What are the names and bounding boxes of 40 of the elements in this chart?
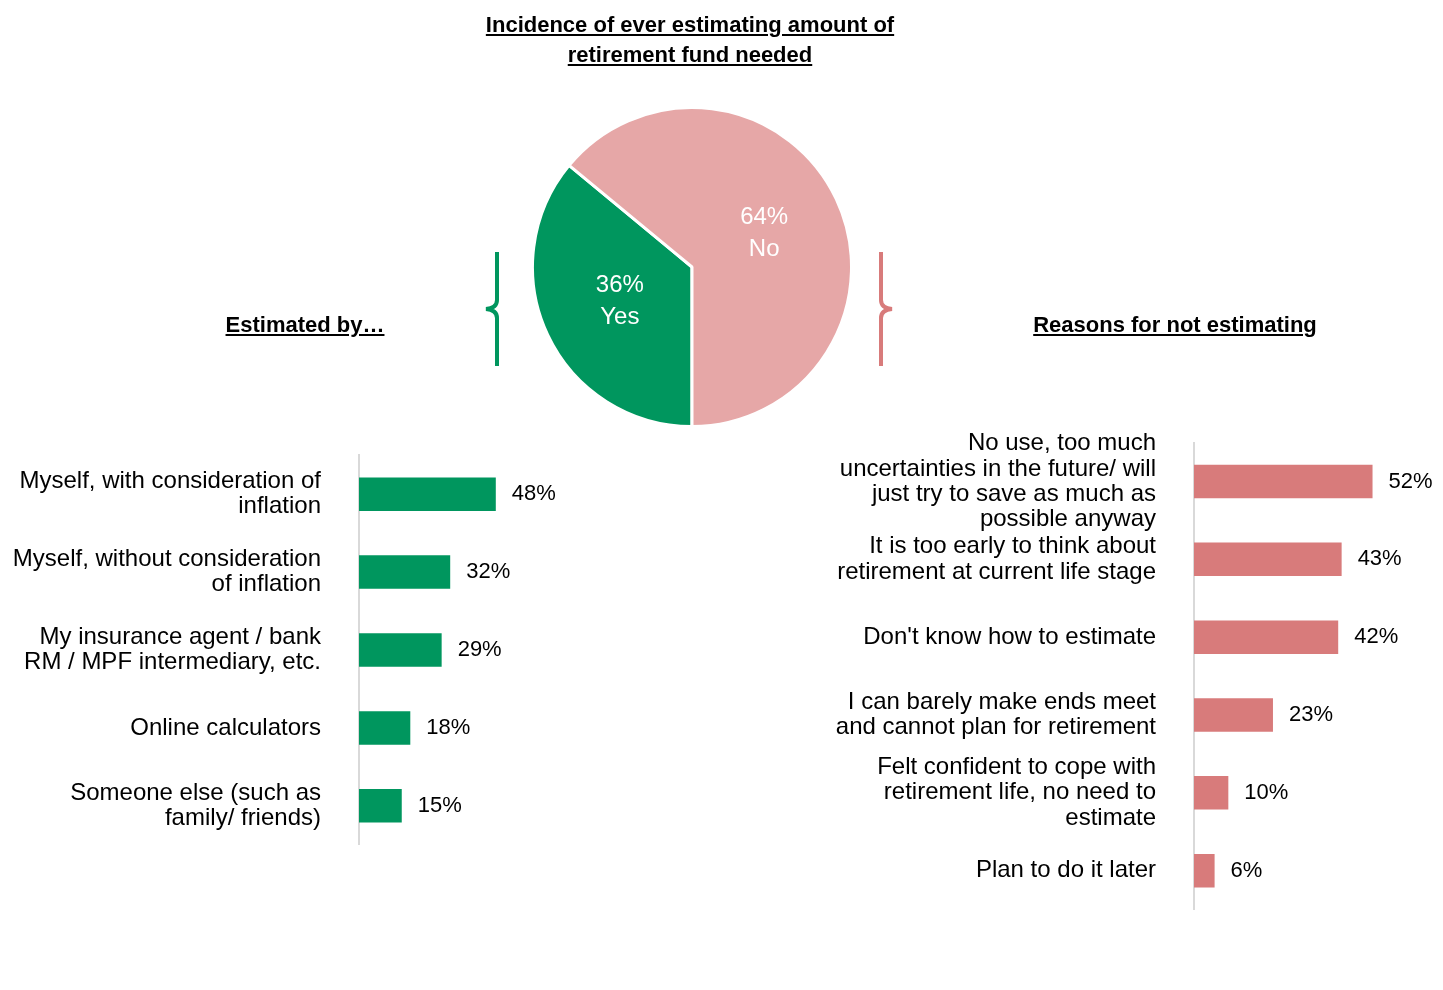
- y-tick-label: I can barely make ends meet and cannot plan for retirement: [835, 687, 1157, 740]
- data-label: 64%: [740, 201, 789, 229]
- y-tick-label: Felt confident to cope with retirement life, no need to estimate: [877, 752, 1156, 830]
- chart-title: Incidence of ever estimating amount of retirement fund needed: [484, 11, 896, 69]
- bar: [1194, 464, 1373, 499]
- bar: [1194, 776, 1229, 810]
- y-tick-label: My insurance agent / bank RM / MPF intermediary, etc.: [24, 622, 322, 675]
- y-tick-label: Don't know how to estimate: [863, 621, 1156, 649]
- y-tick-label: Myself, without consideration of inflation: [12, 544, 321, 597]
- data-label: 18%: [426, 713, 471, 739]
- y-tick-label: Online calculators: [130, 712, 321, 740]
- bar: [1194, 620, 1339, 654]
- chart-title: Estimated by…: [224, 311, 386, 339]
- data-label: 6%: [1230, 856, 1263, 882]
- data-label: 29%: [457, 636, 502, 662]
- slice-label: No: [748, 233, 780, 261]
- bar: [1194, 698, 1273, 732]
- y-tick-label: It is too early to think about retirement at current life stage: [837, 531, 1157, 584]
- data-label: 42%: [1354, 623, 1399, 649]
- data-label: 23%: [1288, 701, 1334, 727]
- slice-label: Yes: [600, 301, 640, 329]
- bar: [359, 633, 442, 667]
- y-tick-label: Someone else (such as family/ friends): [70, 777, 321, 831]
- data-label: 36%: [595, 269, 644, 297]
- data-label: 48%: [511, 480, 556, 506]
- data-label: 10%: [1244, 778, 1289, 804]
- y-tick-label: Myself, with consideration of inflation: [19, 466, 322, 519]
- y-tick-label: Plan to do it later: [975, 855, 1156, 883]
- data-label: 52%: [1388, 467, 1433, 493]
- chart-title: Reasons for not estimating: [1032, 311, 1318, 339]
- bar: [359, 711, 411, 745]
- bar: [359, 555, 451, 589]
- bar: [359, 789, 402, 823]
- data-label: 15%: [417, 791, 462, 817]
- bar: [1194, 542, 1342, 577]
- data-label: 32%: [466, 558, 511, 584]
- data-label: 43%: [1357, 545, 1402, 571]
- y-tick-label: No use, too much uncertainties in the future/ will just try to save as much as possible anyway: [839, 428, 1156, 531]
- bar: [1194, 853, 1215, 888]
- bar: [359, 477, 496, 511]
